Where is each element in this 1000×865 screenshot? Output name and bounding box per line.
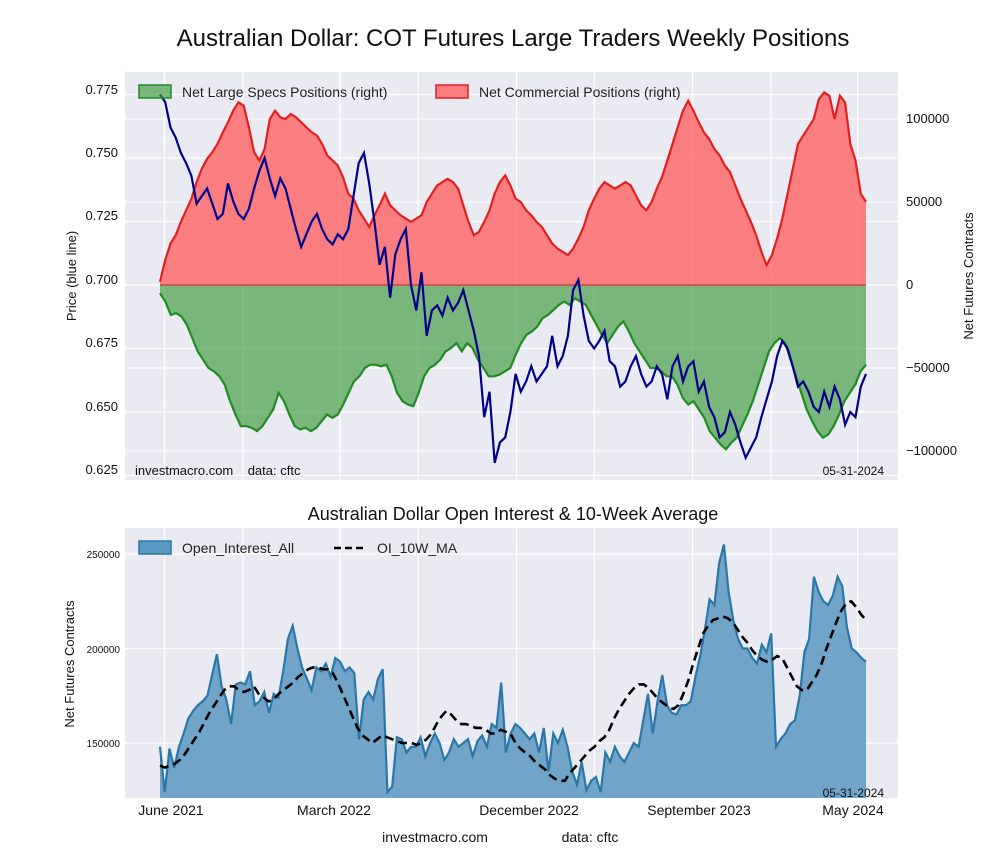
legend-oi-swatch [138, 540, 172, 555]
x-tick-label: June 2021 [138, 802, 204, 818]
right-tick-label: 100000 [906, 111, 949, 126]
bottom-y-tick-label: 150000 [87, 739, 121, 750]
open-interest-layer [158, 544, 867, 798]
left-tick-label: 0.625 [85, 462, 118, 477]
x-tick-label: May 2024 [822, 802, 884, 818]
legend-oi-label: Open_Interest_All [182, 540, 294, 556]
bottom-y-tick-label: 250000 [87, 550, 121, 561]
bottom-x-ticks: June 2021 March 2022 December 2022 Septe… [138, 802, 884, 818]
main-title: Australian Dollar: COT Futures Large Tra… [177, 25, 850, 52]
left-axis-label: Price (blue line) [64, 231, 79, 321]
specs-series-line [159, 292, 867, 451]
left-tick-label: 0.675 [85, 335, 118, 350]
top-date-label: 05-31-2024 [823, 464, 885, 478]
top-legend: Net Large Specs Positions (right) Net Co… [138, 84, 681, 100]
price-line-layer [159, 93, 868, 464]
bottom-y-axis-label: Net Futures Contracts [62, 600, 77, 728]
right-tick-label: 0 [906, 277, 913, 292]
bottom-y-ticks: 250000 200000 150000 [87, 550, 121, 750]
left-tick-label: 0.725 [85, 208, 118, 223]
legend-commercial-swatch [435, 84, 469, 99]
specs-area-layer [159, 285, 867, 451]
price-series-line [159, 93, 868, 464]
x-tick-label: March 2022 [297, 802, 371, 818]
footer-source: data: cftc [562, 829, 619, 845]
footer-site: investmacro.com [382, 829, 488, 845]
bottom-y-tick-label: 200000 [87, 645, 121, 656]
left-tick-label: 0.700 [85, 272, 118, 287]
right-axis-label: Net Futures Contracts [961, 212, 976, 340]
left-tick-label: 0.750 [85, 145, 118, 160]
moving-average-line [159, 599, 867, 783]
top-left-ticks: 0.775 0.750 0.725 0.700 0.675 0.650 0.62… [85, 82, 118, 477]
legend-commercial-label: Net Commercial Positions (right) [479, 84, 681, 100]
left-tick-label: 0.775 [85, 82, 118, 97]
legend-specs-swatch [138, 84, 172, 99]
right-tick-label: 50000 [906, 194, 942, 209]
open-interest-line [158, 544, 867, 795]
bottom-legend: Open_Interest_All OI_10W_MA [138, 540, 458, 556]
bottom-date-label: 05-31-2024 [823, 786, 885, 800]
x-tick-label: December 2022 [479, 802, 579, 818]
moving-average-layer [159, 599, 867, 783]
top-right-ticks: 100000 50000 0 −50000 −100000 [906, 111, 957, 458]
top-watermark: investmacro.com data: cftc [135, 463, 301, 478]
bottom-title: Australian Dollar Open Interest & 10-Wee… [308, 504, 719, 524]
right-tick-label: −100000 [906, 443, 957, 458]
x-tick-label: September 2023 [647, 802, 751, 818]
legend-ma-label: OI_10W_MA [377, 540, 458, 556]
left-tick-label: 0.650 [85, 399, 118, 414]
right-tick-label: −50000 [906, 360, 950, 375]
open-interest-fill [160, 544, 866, 798]
legend-specs-label: Net Large Specs Positions (right) [182, 84, 387, 100]
specs-series-fill [160, 285, 866, 450]
commercial-series-line [158, 90, 867, 282]
